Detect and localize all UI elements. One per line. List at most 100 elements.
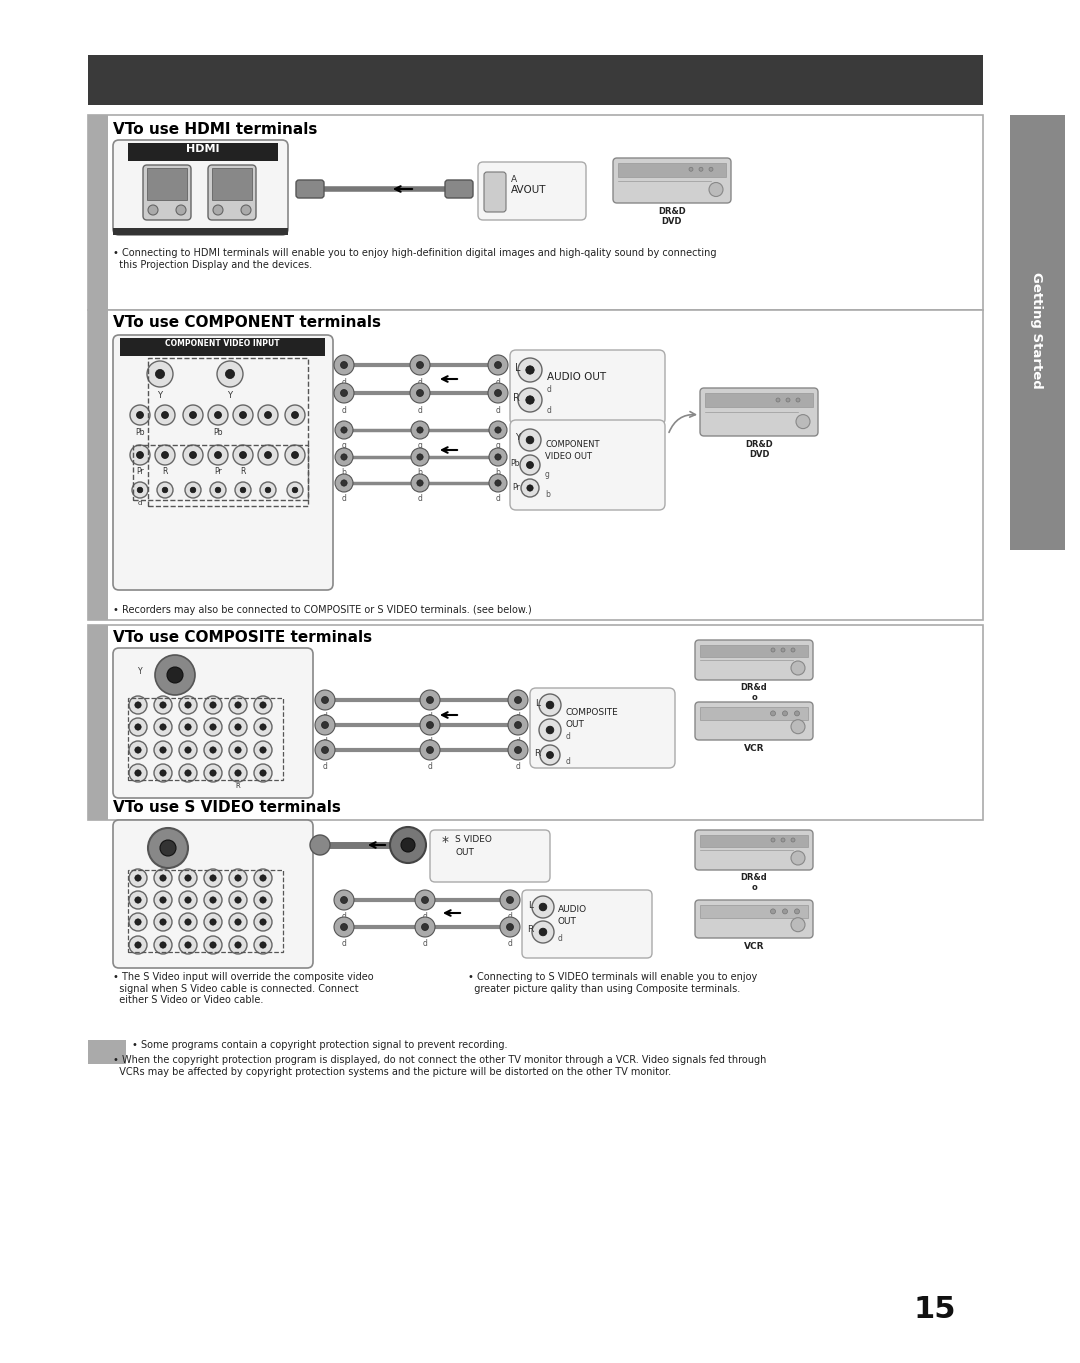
Bar: [133, 444, 308, 500]
Text: L: L: [514, 363, 519, 373]
Text: Pb: Pb: [135, 428, 145, 438]
Circle shape: [160, 897, 166, 904]
Circle shape: [160, 747, 166, 754]
Circle shape: [334, 890, 354, 910]
Circle shape: [234, 770, 241, 776]
Circle shape: [208, 444, 228, 465]
Text: R: R: [513, 393, 519, 403]
Circle shape: [129, 696, 147, 714]
FancyBboxPatch shape: [613, 158, 731, 203]
Circle shape: [162, 412, 168, 418]
Text: d: d: [418, 406, 422, 414]
Bar: [87, 114, 108, 309]
Circle shape: [210, 942, 216, 949]
Circle shape: [213, 204, 222, 215]
Circle shape: [411, 448, 429, 466]
Circle shape: [176, 204, 186, 215]
Circle shape: [495, 454, 501, 461]
Circle shape: [210, 919, 216, 925]
Circle shape: [154, 741, 172, 759]
Text: g: g: [496, 442, 500, 450]
Circle shape: [185, 702, 191, 709]
Circle shape: [495, 361, 501, 368]
Circle shape: [254, 696, 272, 714]
Text: VTo use HDMI terminals: VTo use HDMI terminals: [113, 123, 318, 138]
Text: Pb: Pb: [511, 459, 519, 469]
Circle shape: [500, 890, 519, 910]
Circle shape: [240, 487, 246, 493]
Circle shape: [417, 480, 423, 487]
Text: • Some programs contain a copyright protection signal to prevent recording.: • Some programs contain a copyright prot…: [132, 1040, 508, 1050]
Circle shape: [341, 480, 347, 487]
Text: OUT: OUT: [558, 917, 577, 925]
Text: R: R: [235, 782, 241, 789]
Circle shape: [411, 474, 429, 492]
Circle shape: [795, 711, 799, 716]
Circle shape: [417, 427, 423, 433]
Circle shape: [254, 765, 272, 782]
Circle shape: [235, 483, 251, 497]
Text: d: d: [341, 912, 347, 921]
Circle shape: [783, 909, 787, 915]
Circle shape: [791, 838, 795, 842]
Text: COMPONENT: COMPONENT: [545, 440, 599, 448]
Bar: [212, 168, 252, 200]
Circle shape: [791, 917, 805, 932]
Circle shape: [210, 875, 216, 880]
Text: d: d: [496, 493, 500, 503]
Circle shape: [204, 870, 222, 887]
Bar: [113, 228, 288, 234]
Circle shape: [689, 168, 693, 172]
Circle shape: [156, 369, 164, 379]
Circle shape: [260, 919, 266, 925]
Circle shape: [254, 870, 272, 887]
Circle shape: [401, 838, 415, 852]
Text: d: d: [138, 500, 143, 506]
Circle shape: [781, 647, 785, 652]
Text: R: R: [527, 925, 534, 935]
Circle shape: [508, 716, 528, 735]
Bar: [120, 338, 325, 356]
Circle shape: [335, 421, 353, 439]
Circle shape: [266, 487, 271, 493]
Circle shape: [204, 765, 222, 782]
Circle shape: [335, 474, 353, 492]
Circle shape: [540, 746, 561, 765]
Circle shape: [340, 361, 348, 368]
Circle shape: [154, 936, 172, 954]
Text: b: b: [545, 491, 550, 499]
Circle shape: [204, 891, 222, 909]
Text: DR&D
DVD: DR&D DVD: [745, 440, 773, 459]
Circle shape: [420, 690, 440, 710]
Text: Y: Y: [158, 391, 162, 399]
Text: d: d: [428, 737, 432, 746]
Circle shape: [322, 721, 328, 728]
Circle shape: [292, 451, 298, 458]
Circle shape: [539, 904, 546, 910]
Text: b: b: [496, 468, 500, 477]
Bar: [618, 164, 726, 176]
Text: Getting Started: Getting Started: [1030, 271, 1043, 388]
Circle shape: [129, 718, 147, 736]
Circle shape: [179, 696, 197, 714]
Circle shape: [417, 454, 423, 461]
Text: Pr: Pr: [512, 483, 519, 492]
Circle shape: [210, 483, 226, 497]
Circle shape: [322, 696, 328, 703]
Circle shape: [293, 487, 298, 493]
FancyBboxPatch shape: [208, 165, 256, 219]
Circle shape: [215, 487, 220, 493]
Circle shape: [795, 909, 799, 915]
Circle shape: [265, 412, 271, 418]
Circle shape: [130, 444, 150, 465]
Circle shape: [415, 917, 435, 936]
Circle shape: [234, 919, 241, 925]
Text: d: d: [496, 406, 500, 414]
Circle shape: [183, 405, 203, 425]
Text: g: g: [341, 442, 347, 450]
Circle shape: [260, 747, 266, 754]
Circle shape: [791, 661, 805, 675]
Circle shape: [190, 487, 195, 493]
Text: Pb: Pb: [213, 428, 222, 438]
Text: OUT: OUT: [566, 720, 585, 729]
